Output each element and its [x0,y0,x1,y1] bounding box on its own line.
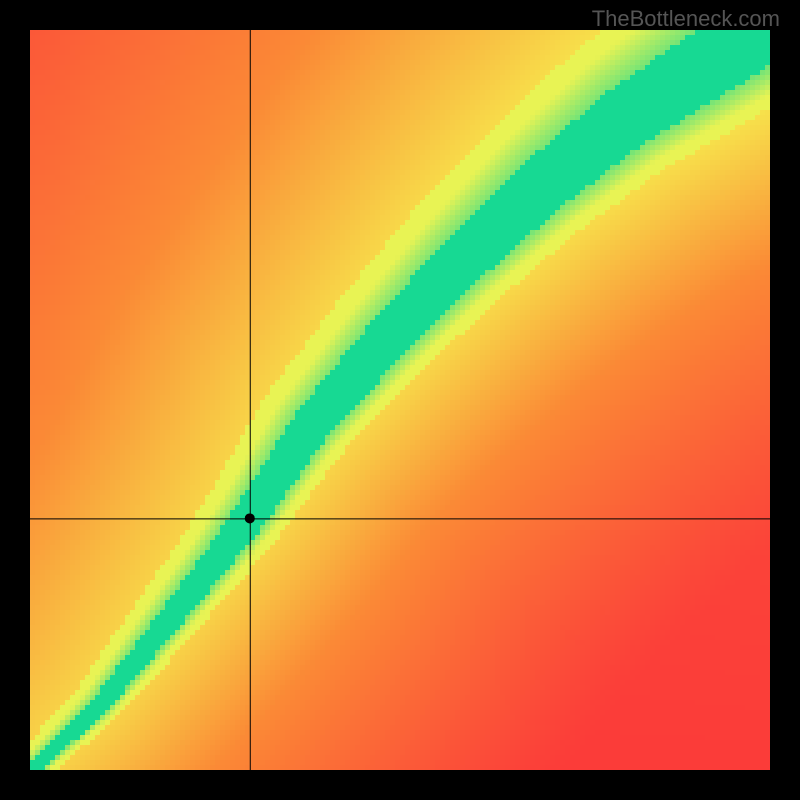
chart-container: { "watermark": "TheBottleneck.com", "can… [0,0,800,800]
watermark-text: TheBottleneck.com [592,6,780,32]
bottleneck-heatmap [0,0,800,800]
